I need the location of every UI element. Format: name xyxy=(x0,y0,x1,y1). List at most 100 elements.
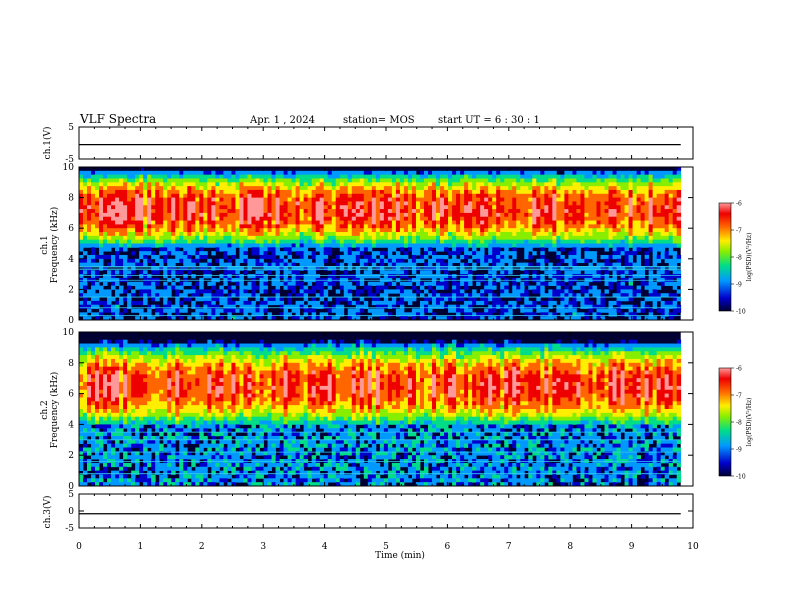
spectrogram-cell xyxy=(199,247,204,252)
spectrogram-cell xyxy=(568,216,573,221)
spectrogram-cell xyxy=(596,293,601,298)
spectrogram-cell xyxy=(528,239,533,244)
spectrogram-cell xyxy=(295,201,301,206)
spectrogram-cell xyxy=(243,293,248,298)
spectrogram-cell xyxy=(568,205,573,210)
spectrogram-cell xyxy=(399,220,405,225)
spectrogram-cell xyxy=(267,239,272,244)
spectrogram-cell xyxy=(508,262,513,267)
spectrogram-cell xyxy=(620,228,625,233)
spectrogram-cell xyxy=(167,197,172,202)
spectrogram-cell xyxy=(644,174,650,179)
spectrogram-cell xyxy=(343,197,349,202)
spectrogram-cell xyxy=(103,186,108,191)
spectrogram-cell xyxy=(436,266,441,271)
spectrogram-cell xyxy=(584,182,589,187)
spectrogram-cell xyxy=(556,274,561,279)
spectrogram-cell xyxy=(83,262,88,267)
spectrogram-cell xyxy=(387,289,393,294)
spectrogram-cell xyxy=(544,232,549,237)
spectrogram-cell xyxy=(460,293,465,298)
spectrogram-cell xyxy=(395,243,401,248)
spectrogram-cell xyxy=(448,212,453,218)
spectrogram-cell xyxy=(303,308,309,313)
spectrogram-cell xyxy=(87,174,92,179)
spectrogram-cell xyxy=(99,216,104,221)
spectrogram-cell xyxy=(496,239,501,244)
spectrogram-cell xyxy=(403,186,409,191)
spectrogram-cell xyxy=(99,178,104,183)
spectrogram-cell xyxy=(440,304,445,309)
spectrogram-cell xyxy=(480,174,485,179)
spectrogram-cell xyxy=(91,293,96,298)
spectrogram-cell xyxy=(283,312,288,317)
spectrogram-cell xyxy=(484,186,489,191)
spectrogram-cell xyxy=(616,220,621,225)
spectrogram-cell xyxy=(179,205,184,210)
spectrogram-cell xyxy=(500,216,505,221)
spectrogram-cell xyxy=(99,186,104,191)
spectrogram-cell xyxy=(652,316,658,321)
spectrogram-cell xyxy=(391,189,397,195)
spectrogram-cell xyxy=(123,289,128,294)
spectrogram-cell xyxy=(468,258,473,264)
spectrogram-cell xyxy=(548,232,553,237)
spectrogram-cell xyxy=(231,205,236,210)
spectrogram-cell xyxy=(95,239,100,244)
spectrogram-cell xyxy=(620,170,625,176)
spectrogram-cell xyxy=(383,304,389,309)
spectrogram-cell xyxy=(183,212,188,218)
spectrogram-cell xyxy=(636,193,641,199)
spectrogram-cell xyxy=(644,258,650,264)
spectrogram-cell xyxy=(616,201,621,206)
spectrogram-cell xyxy=(624,304,629,309)
spectrogram-cell xyxy=(399,170,405,176)
spectrogram-cell xyxy=(347,212,353,218)
spectrogram-cell xyxy=(127,224,132,229)
spectrogram-cell xyxy=(564,205,569,210)
spectrogram-cell xyxy=(163,293,168,298)
spectrogram-cell xyxy=(367,170,373,176)
spectrogram-cell xyxy=(155,201,160,206)
spectrogram-cell xyxy=(247,178,252,183)
spectrogram-cell xyxy=(159,232,164,237)
spectrogram-cell xyxy=(319,258,325,264)
spectrogram-cell xyxy=(331,209,337,214)
spectrogram-cell xyxy=(584,197,589,202)
spectrogram-cell xyxy=(139,189,144,195)
spectrogram-cell xyxy=(83,281,88,286)
spectrogram-cell xyxy=(560,258,565,264)
spectrogram-cell xyxy=(331,304,337,309)
spectrogram-cell xyxy=(375,182,381,187)
spectrogram-cell xyxy=(548,235,553,241)
spectrogram-cell xyxy=(119,182,124,187)
spectrogram-cell xyxy=(271,205,276,210)
spectrogram-cell xyxy=(87,254,92,260)
spectrogram-cell xyxy=(143,300,148,306)
spectrogram-cell xyxy=(315,239,321,244)
spectrogram-cell xyxy=(383,174,389,179)
spectrogram-cell xyxy=(167,220,172,225)
spectrogram-cell xyxy=(395,285,401,290)
spectrogram-cell xyxy=(111,274,116,279)
spectrogram-cell xyxy=(399,258,405,264)
spectrogram-cell xyxy=(512,197,517,202)
spectrogram-cell xyxy=(560,247,565,252)
spectrogram-cell xyxy=(367,243,373,248)
spectrogram-cell xyxy=(612,209,617,214)
spectrogram-cell xyxy=(428,270,433,275)
spectrogram-cell xyxy=(383,235,389,241)
spectrogram-cell xyxy=(119,312,124,317)
spectrogram-cell xyxy=(616,216,621,221)
spectrogram-cell xyxy=(500,220,505,225)
spectrogram-cell xyxy=(660,243,666,248)
spectrogram-cell xyxy=(151,170,156,176)
spectrogram-cell xyxy=(440,262,445,267)
spectrogram-cell xyxy=(355,209,361,214)
spectrogram-cell xyxy=(371,224,377,229)
spectrogram-cell xyxy=(375,209,381,214)
spectrogram-cell xyxy=(596,262,601,267)
spectrogram-cell xyxy=(419,232,425,237)
spectrogram-cell xyxy=(628,281,633,286)
spectrogram-cell xyxy=(347,281,353,286)
